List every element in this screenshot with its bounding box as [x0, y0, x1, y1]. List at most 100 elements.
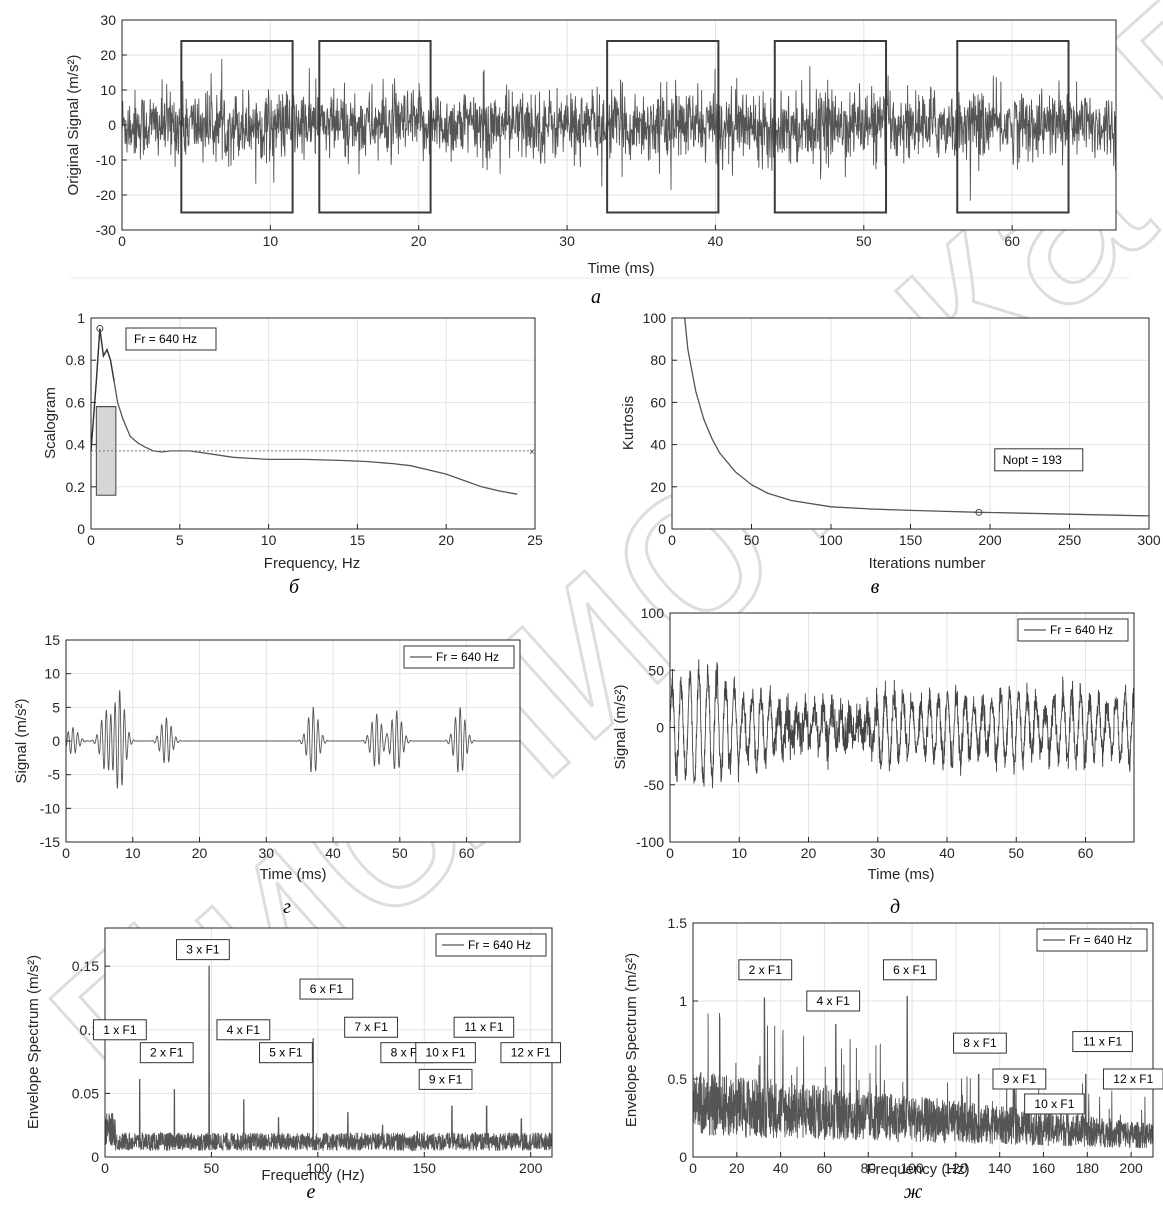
tick-label-x: 10	[263, 233, 279, 249]
harmonic-annotation-box	[216, 1019, 271, 1041]
tick-label-x: 0	[668, 532, 676, 548]
series-group-f	[105, 965, 552, 1152]
tick-label-x: 60	[1078, 845, 1094, 861]
harmonic-annotation: 5 x F1	[269, 1046, 303, 1060]
legend-label: Fr = 640 Hz	[134, 332, 197, 346]
harmonic-annotation: 8 x F1	[963, 1036, 997, 1050]
series-group-g	[693, 995, 1153, 1149]
y-axis-label: Signal (m/s²)	[13, 698, 30, 783]
harmonic-annotation-box	[418, 1068, 473, 1090]
axes-box-b	[90, 317, 536, 530]
tick-label-y: 0	[658, 521, 666, 537]
tick-label-x: 50	[204, 1160, 220, 1176]
harmonic-annotation-box	[500, 1042, 562, 1064]
legend-box	[1017, 618, 1129, 642]
tick-label-x: 20	[192, 845, 208, 861]
tick-label-x: 0	[101, 1160, 109, 1176]
x-axis-label: Frequency, Hz	[264, 555, 360, 572]
series-line-d	[66, 690, 520, 789]
tick-label-x: 10	[125, 845, 141, 861]
tick-label-x: 140	[988, 1160, 1012, 1176]
tick-label-x: 100	[306, 1160, 330, 1176]
series-line-e	[670, 659, 1134, 789]
legend-label: Nopt = 193	[1003, 453, 1062, 467]
tick-label-x: 40	[708, 233, 724, 249]
harmonic-annotation-box	[1072, 1031, 1133, 1053]
tick-label-x: 250	[1058, 532, 1082, 548]
harmonic-annotation: 11 x F1	[464, 1020, 503, 1034]
tick-label-x: 300	[1137, 532, 1161, 548]
tick-label-y: 0.4	[66, 437, 86, 453]
highlight-box-2	[318, 40, 432, 214]
harmonic-annotation-box	[93, 1019, 147, 1041]
tick-label-y: -10	[96, 152, 116, 168]
tick-label-x: 20	[801, 845, 817, 861]
tick-label-y: 0.2	[66, 479, 86, 495]
x-axis-label: Time (ms)	[868, 866, 935, 883]
tick-label-y: 40	[650, 437, 666, 453]
harmonic-annotation: 2 x F1	[150, 1046, 184, 1060]
harmonic-annotation-box	[453, 1016, 515, 1038]
tick-label-y: 0	[679, 1149, 687, 1165]
legend-label: Fr = 640 Hz	[436, 650, 499, 664]
tick-label-x: 20	[411, 233, 427, 249]
y-axis-label: Signal (m/s²)	[612, 684, 629, 769]
tick-label-y: -10	[40, 800, 60, 816]
band-curve	[90, 328, 115, 451]
tick-label-x: 60	[459, 845, 475, 861]
harmonic-annotation-box	[299, 978, 354, 1000]
harmonic-annotation: 1 x F1	[103, 1023, 137, 1037]
axes-box-g	[692, 922, 1154, 1158]
harmonic-annotation-box	[259, 1042, 313, 1064]
harmonic-annotation-box	[806, 990, 861, 1012]
tick-label-y: 1	[679, 993, 687, 1009]
panel-label: ж	[904, 1181, 923, 1203]
series-line-f	[105, 965, 552, 1152]
x-axis-label: Time (ms)	[588, 260, 655, 277]
tick-label-x: 30	[259, 845, 275, 861]
tick-label-x: 0	[87, 532, 95, 548]
tick-label-x: 150	[899, 532, 923, 548]
tick-label-x: 0	[62, 845, 70, 861]
series-line-g	[693, 995, 1153, 1149]
tick-label-y: -5	[48, 767, 61, 783]
tick-label-y: 80	[650, 352, 666, 368]
tick-label-x: 60	[817, 1160, 833, 1176]
tick-label-x: 200	[1119, 1160, 1143, 1176]
tick-label-x: 50	[392, 845, 408, 861]
nopt-marker	[975, 508, 983, 516]
highlight-box-4	[773, 40, 888, 214]
harmonic-annotation: 7 x F1	[354, 1020, 388, 1034]
tick-label-y: -30	[96, 222, 116, 238]
max-marker	[96, 325, 104, 333]
tick-label-x: 5	[176, 532, 184, 548]
tick-label-y: 100	[643, 310, 667, 326]
tick-label-y: 0	[656, 720, 664, 736]
tick-label-x: 40	[325, 845, 341, 861]
panel-d: 0 10 20 30 40 50 60 -15 -10 -5 0 5 10 15 Time (ms) Sign…	[13, 632, 521, 918]
tick-label-x: 10	[731, 845, 747, 861]
tick-label-x: 100	[900, 1160, 924, 1176]
y-axis-label: Original Signal (m/s²)	[65, 55, 82, 196]
tick-label-y: 100	[641, 605, 665, 621]
tick-label-x: 0	[689, 1160, 697, 1176]
highlight-box-3	[606, 40, 720, 214]
harmonic-annotation-box	[882, 959, 937, 981]
y-axis-label: Scalogram	[42, 387, 59, 459]
tick-label-x: 80	[860, 1160, 876, 1176]
tick-label-y: 0.6	[66, 394, 86, 410]
plot-area-b	[91, 318, 535, 529]
tick-label-y: -50	[644, 777, 664, 793]
legend-label: Fr = 640 Hz	[1069, 933, 1132, 947]
tick-label-y: 30	[100, 12, 116, 28]
tick-label-x: 20	[729, 1160, 745, 1176]
panel-label: б	[289, 576, 300, 598]
panel-a: 0 10 20 30 40 50 60 -30 -20 -10 0 10 20 30 Time (ms) Or…	[65, 12, 1117, 308]
tick-label-y: 1.5	[668, 915, 688, 931]
tick-label-y: 0	[77, 521, 85, 537]
harmonic-annotation: 3 x F1	[186, 943, 220, 957]
panel-g: 0 20 40 60 80 100 120 140 160 180 200 0 0.5 1 1.5 Frequ…	[623, 915, 1163, 1203]
harmonic-annotation: 10 x F1	[426, 1046, 466, 1060]
